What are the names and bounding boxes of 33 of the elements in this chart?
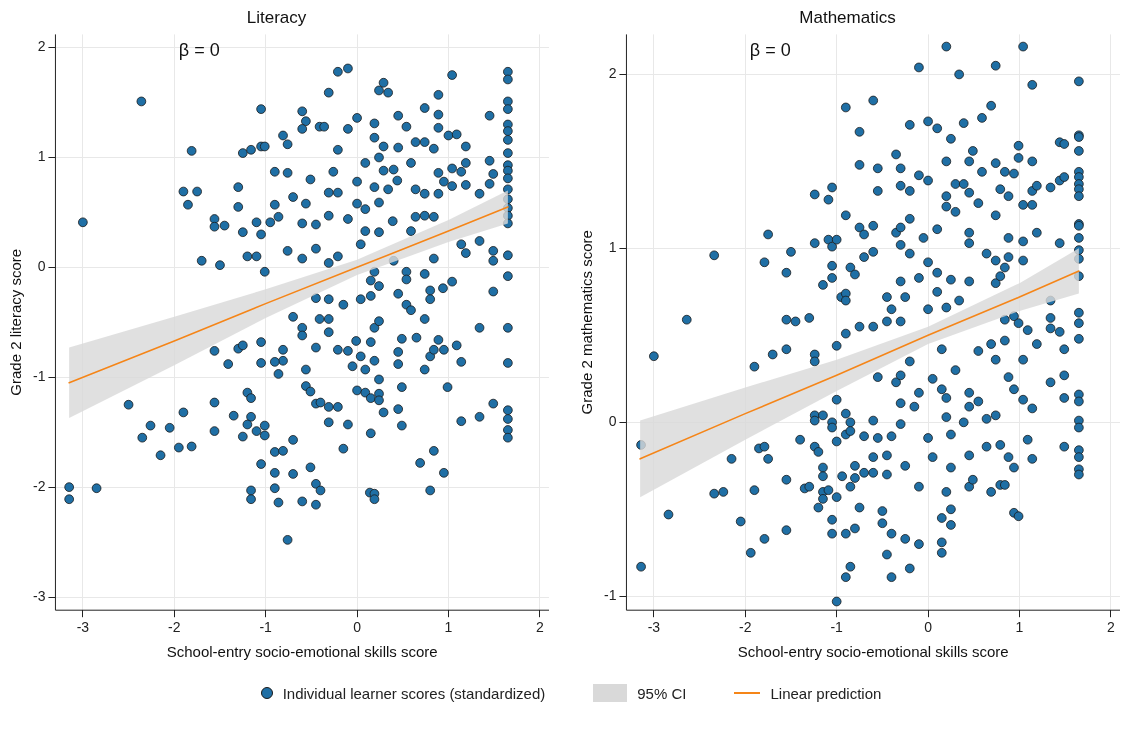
y-tick-label: -1 <box>33 368 46 385</box>
legend-label: 95% CI <box>637 684 687 702</box>
y-tick-label: 2 <box>608 65 617 82</box>
y-tick-label: -2 <box>33 477 46 494</box>
legend-label: Individual learner scores (standardized) <box>282 684 546 702</box>
x-tick-label: 0 <box>924 619 933 636</box>
y-tick-label: 2 <box>37 38 46 55</box>
x-tick-label: -1 <box>259 619 273 636</box>
y-tick-label: 1 <box>608 239 617 256</box>
x-tick-label: 0 <box>353 619 362 636</box>
x-tick-label: -3 <box>647 619 661 636</box>
x-tick-label: -2 <box>168 619 181 636</box>
x-tick-label: 1 <box>444 619 453 636</box>
y-axis-title: Grade 2 mathematics score <box>578 230 596 415</box>
annotation: β = 0 <box>178 40 220 61</box>
x-tick-label: 1 <box>1015 619 1024 636</box>
x-tick-label: 2 <box>1106 619 1115 636</box>
y-tick-label: 1 <box>37 148 46 165</box>
chart-title: Literacy <box>246 7 307 27</box>
x-axis-title: School-entry socio-emotional skills score <box>166 643 438 661</box>
y-axis-title: Grade 2 literacy score <box>7 248 25 396</box>
y-tick-label: -1 <box>604 587 617 604</box>
y-tick-label: 0 <box>37 258 46 275</box>
x-tick-label: 2 <box>535 619 544 636</box>
x-tick-label: -2 <box>739 619 752 636</box>
x-tick-label: -1 <box>830 619 844 636</box>
chart-title: Mathematics <box>799 7 896 27</box>
legend-label: Linear prediction <box>770 684 882 702</box>
annotation: β = 0 <box>749 40 791 61</box>
y-tick-label: -3 <box>33 587 46 604</box>
y-tick-label: 0 <box>608 413 617 430</box>
x-axis-title: School-entry socio-emotional skills score <box>737 643 1009 661</box>
x-tick-label: -3 <box>76 619 90 636</box>
